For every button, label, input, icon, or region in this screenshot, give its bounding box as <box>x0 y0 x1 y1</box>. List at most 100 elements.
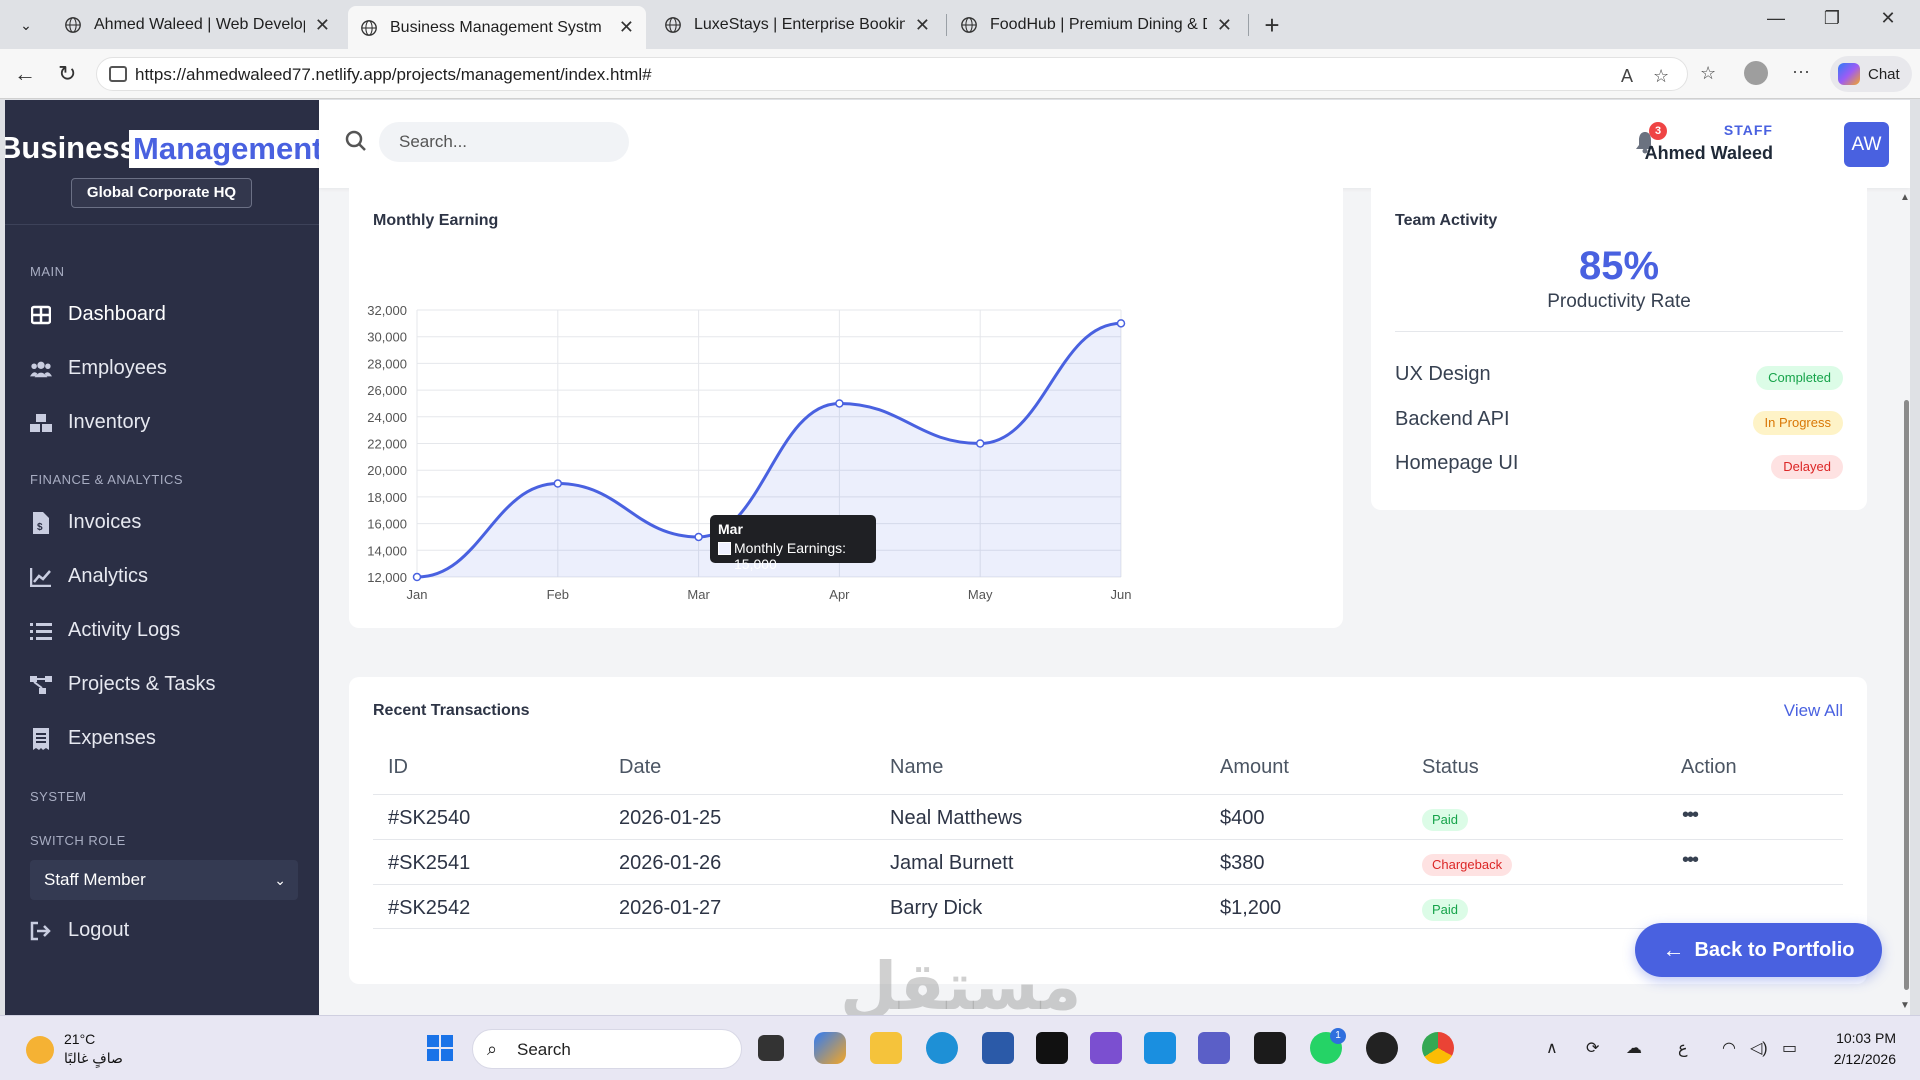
monthly-earning-card: Monthly Earning 32,000 30,000 28,000 26,000… <box>349 188 1343 628</box>
tx-amount: $400 <box>1220 807 1265 829</box>
column-header: ID <box>388 756 408 778</box>
task-view-icon[interactable] <box>758 1035 784 1061</box>
windows-start-icon[interactable] <box>424 1032 456 1064</box>
visual-studio-icon[interactable] <box>1090 1032 1122 1064</box>
copilot-icon[interactable] <box>814 1032 846 1064</box>
teams-icon[interactable] <box>1198 1032 1230 1064</box>
data-point <box>694 532 703 542</box>
more-options-icon[interactable]: ··· <box>1792 61 1810 81</box>
close-window-icon[interactable]: ✕ <box>1880 8 1896 28</box>
taskbar-time[interactable]: 10:03 PM <box>1836 1030 1896 1046</box>
sidebar-item-employees[interactable]: Employees <box>30 357 167 380</box>
vscode-icon[interactable] <box>1144 1032 1176 1064</box>
favorites-icon[interactable]: ☆ <box>1700 63 1717 83</box>
globe-icon <box>65 17 81 33</box>
y-tick-label: 32,000 <box>367 303 407 318</box>
browser-tab-luxestays[interactable]: LuxeStays | Enterprise Booking Eco ✕ <box>652 6 942 44</box>
sidebar-item-projects-tasks[interactable]: Projects & Tasks <box>30 673 215 696</box>
edge-browser-icon[interactable] <box>926 1032 958 1064</box>
scrollbar-thumb[interactable] <box>1904 400 1909 990</box>
app-a-icon[interactable] <box>1254 1032 1286 1064</box>
sidebar-item-expenses[interactable]: Expenses <box>30 727 156 750</box>
weather-temperature: 21°C <box>64 1031 96 1047</box>
tab-title: FoodHub | Premium Dining & Deli <box>990 16 1207 33</box>
jetbrains-icon[interactable] <box>1036 1032 1068 1064</box>
cloud-off-icon[interactable]: ☁ <box>1626 1040 1642 1057</box>
bell-icon[interactable] <box>1635 130 1655 154</box>
data-point <box>835 399 844 408</box>
favorite-star-icon[interactable]: ☆ <box>1653 66 1670 86</box>
x-tick-label: Jan <box>407 587 428 602</box>
taskbar-date[interactable]: 2/12/2026 <box>1833 1051 1896 1067</box>
chatgpt-icon[interactable] <box>1366 1032 1398 1064</box>
site-info-icon[interactable] <box>109 66 127 82</box>
sidebar-item-analytics[interactable]: Analytics <box>30 565 148 588</box>
new-tab-plus-icon[interactable]: + <box>1264 9 1280 40</box>
row-actions-button[interactable]: ••• <box>1682 804 1699 826</box>
file-explorer-icon[interactable] <box>870 1032 902 1064</box>
view-all-link[interactable]: View All <box>1783 701 1843 720</box>
table-row: #SK2540 2026-01-25 Neal Matthews $400 Pa… <box>373 794 1843 839</box>
taskbar-search[interactable]: ⌕ Search <box>472 1029 742 1069</box>
close-tab-icon[interactable]: ✕ <box>618 17 634 37</box>
read-aloud-icon[interactable]: A <box>1621 66 1634 86</box>
close-tab-icon[interactable]: ✕ <box>1216 14 1232 35</box>
sidebar-item-inventory[interactable]: Inventory <box>30 411 150 434</box>
back-arrow-icon[interactable]: ← <box>14 61 36 86</box>
logout-icon <box>30 920 52 942</box>
project-diagram-icon <box>30 674 52 696</box>
search-input[interactable] <box>379 122 629 162</box>
sidebar-item-invoices[interactable]: $ Invoices <box>30 511 141 534</box>
chevron-up-icon[interactable]: ∧ <box>1546 1040 1558 1057</box>
row-actions-button[interactable]: ••• <box>1682 849 1699 871</box>
input-language[interactable]: ع <box>1678 1040 1688 1057</box>
browser-tab-business[interactable]: Business Management Systm ✕ <box>348 6 646 49</box>
watermark: مستقل <box>840 949 1082 1023</box>
switch-role-select[interactable]: Staff Member ⌄ <box>30 860 298 900</box>
url-field[interactable]: https://ahmedwaleed77.netlify.app/projec… <box>96 57 1688 91</box>
profile-avatar-icon[interactable] <box>1744 61 1768 85</box>
sidebar-item-logout[interactable]: Logout <box>30 919 129 942</box>
browser-tab-foodhub[interactable]: FoodHub | Premium Dining & Deli ✕ <box>948 6 1244 44</box>
wifi-icon[interactable]: ◠ <box>1722 1040 1736 1057</box>
minimize-icon[interactable]: — <box>1767 8 1785 28</box>
chrome-icon[interactable] <box>1422 1032 1454 1064</box>
list-icon <box>30 620 52 642</box>
browser-address-bar: ← ↻ https://ahmedwaleed77.netlify.app/pr… <box>0 49 1920 99</box>
refresh-icon[interactable]: ↻ <box>58 61 77 86</box>
x-tick-label: May <box>968 587 993 602</box>
tab-list-chevron-icon[interactable]: ⌄ <box>20 16 32 33</box>
avatar[interactable]: AW <box>1844 122 1889 167</box>
brand-part1: Business <box>5 130 137 165</box>
tx-id: #SK2540 <box>388 807 471 829</box>
copilot-icon <box>1838 63 1860 85</box>
battery-icon[interactable]: ▭ <box>1782 1040 1798 1057</box>
close-tab-icon[interactable]: ✕ <box>314 14 330 35</box>
logout-label: Logout <box>68 919 130 941</box>
status-badge: Paid <box>1422 809 1469 831</box>
weather-sun-icon[interactable] <box>26 1036 54 1064</box>
sidebar-item-activity-logs[interactable]: Activity Logs <box>30 619 180 642</box>
scroll-down-arrow-icon[interactable]: ▼ <box>1900 1000 1910 1011</box>
taskbar-search-label: Search <box>517 1040 571 1059</box>
volume-icon[interactable]: ◁) <box>1750 1040 1768 1057</box>
store-icon[interactable] <box>982 1032 1014 1064</box>
y-tick-label: 12,000 <box>367 570 407 585</box>
column-header: Status <box>1422 756 1479 778</box>
browser-tab-portfolio[interactable]: Ahmed Waleed | Web Developer ✕ <box>52 6 342 44</box>
sidebar-item-label: Employees <box>68 357 167 379</box>
sidebar-item-dashboard[interactable]: Dashboard <box>30 303 166 326</box>
sync-icon[interactable]: ⟳ <box>1586 1040 1600 1057</box>
status-badge: Delayed <box>1771 455 1843 479</box>
restore-window-icon[interactable]: ❐ <box>1823 8 1841 28</box>
sidebar-item-label: Inventory <box>68 411 151 433</box>
notification-badge: 3 <box>1649 122 1667 140</box>
data-point <box>1116 319 1126 328</box>
tx-date: 2026-01-26 <box>619 852 722 874</box>
chart-tooltip: Mar Monthly Earnings: 15,000 <box>710 515 876 572</box>
scroll-up-arrow-icon[interactable]: ▲ <box>1900 192 1910 203</box>
back-to-portfolio-button[interactable]: ← Back to Portfolio <box>1635 923 1882 977</box>
close-tab-icon[interactable]: ✕ <box>914 14 930 35</box>
monthly-earning-chart[interactable]: 32,000 30,000 28,000 26,000 24,000 22,000 20,0… <box>349 188 1343 628</box>
copilot-chat-button[interactable]: Chat <box>1830 56 1912 92</box>
